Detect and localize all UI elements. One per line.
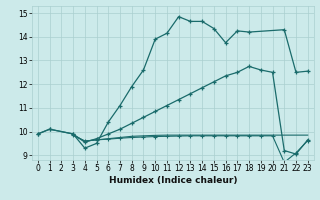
X-axis label: Humidex (Indice chaleur): Humidex (Indice chaleur) — [108, 176, 237, 185]
